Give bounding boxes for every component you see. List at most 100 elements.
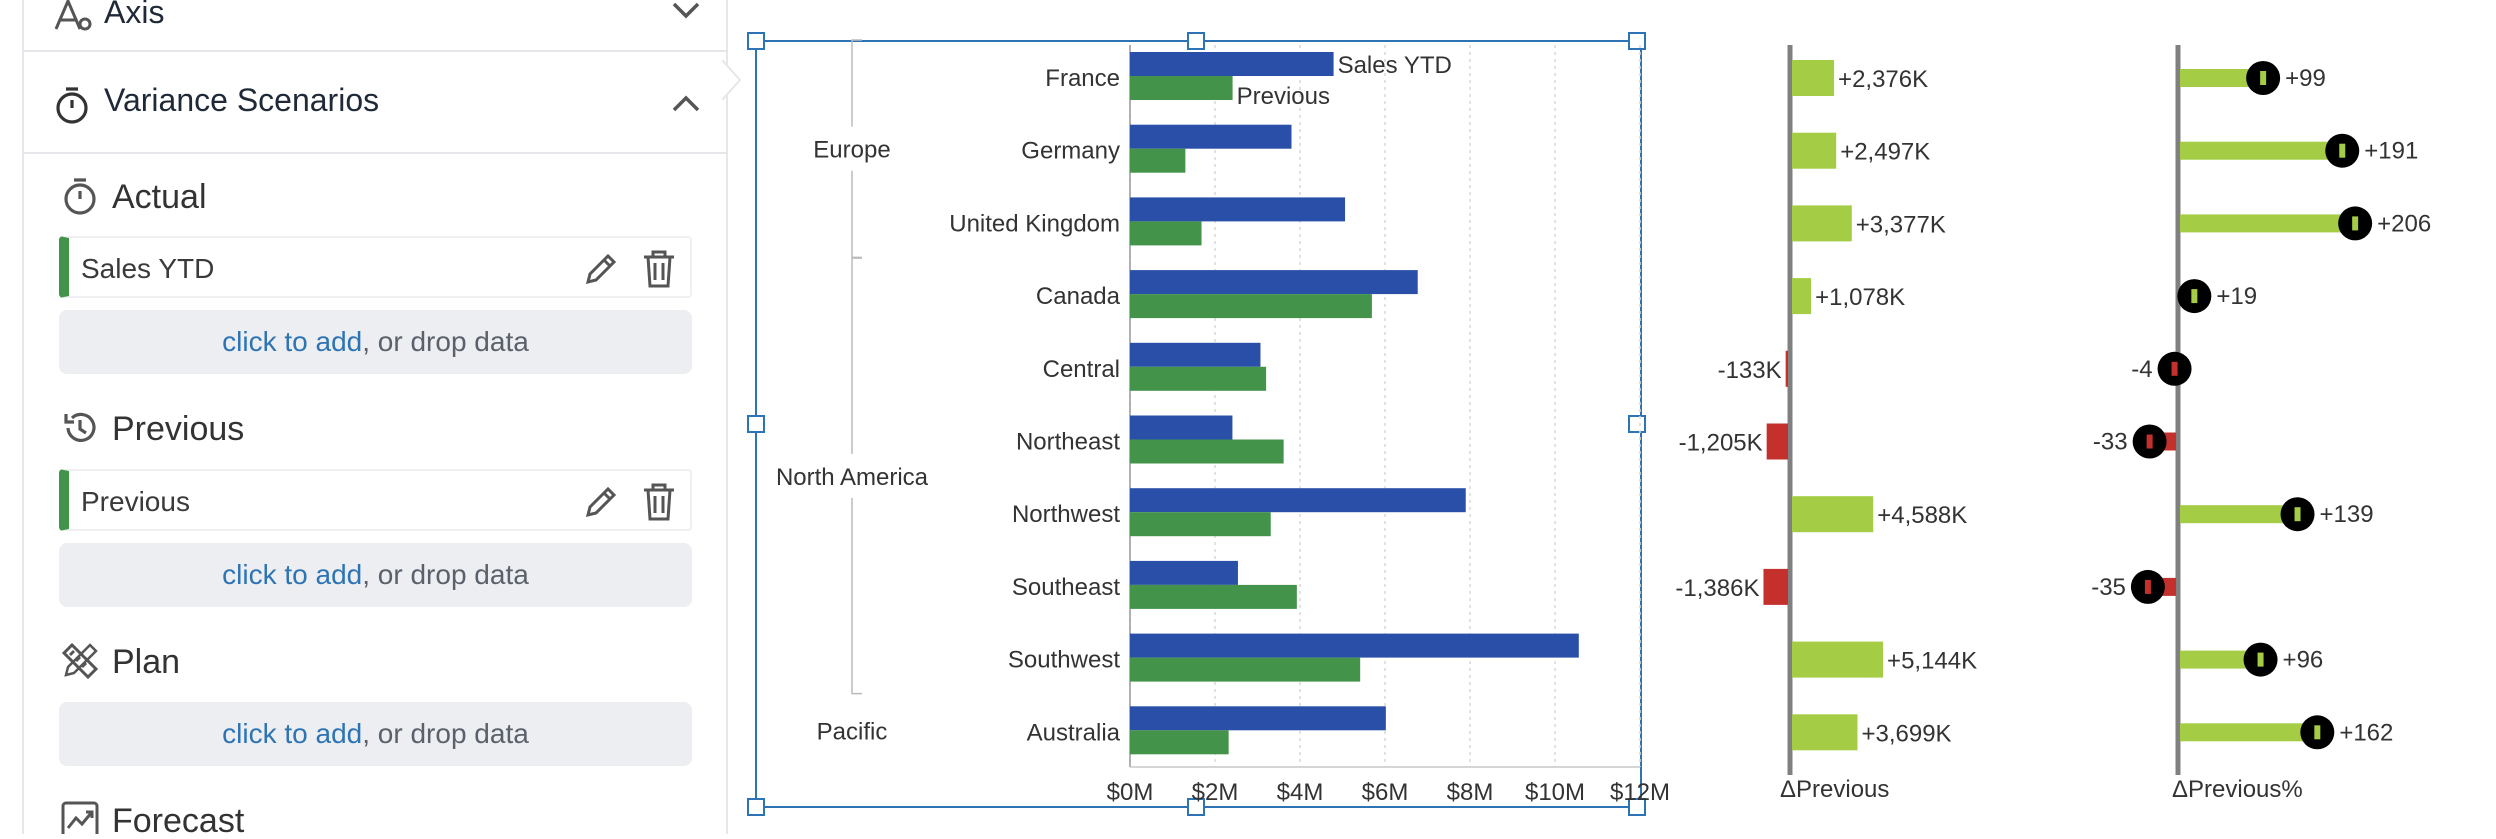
variance-bar (1792, 496, 1874, 533)
series-label-sales-ytd: Sales YTD (1338, 52, 1452, 79)
category-label: Northeast (1016, 429, 1120, 456)
pin-head-mark (2144, 579, 2151, 594)
previous-drop-zone[interactable]: click to add, or drop data (59, 543, 692, 607)
variance-label: +5,144K (1887, 648, 1977, 675)
x-tick-label: $8M (1447, 779, 1494, 806)
variance-label: +2,376K (1838, 66, 1928, 93)
trend-chart-icon (61, 801, 99, 834)
variance-section-title: Variance Scenarios (104, 82, 380, 118)
variance-label: -1,386K (1675, 575, 1759, 602)
category-label: Australia (1027, 719, 1121, 746)
resize-handle[interactable] (747, 415, 765, 433)
variance-section-header[interactable]: Variance Scenarios (24, 52, 726, 154)
plan-drop-zone[interactable]: click to add, or drop data (59, 702, 692, 766)
pin-label: +99 (2285, 65, 2326, 92)
variance-bar (1792, 278, 1812, 315)
x-tick-label: $10M (1525, 779, 1585, 806)
pin-head-mark (2339, 143, 2346, 158)
stopwatch-icon (64, 178, 96, 215)
actual-label: Actual (112, 178, 207, 216)
variance-bar (1792, 60, 1835, 96)
pin-bar (2180, 141, 2345, 160)
actual-field-name: Sales YTD (81, 253, 215, 284)
variance-label: +2,497K (1840, 139, 1930, 166)
pencil-icon[interactable] (582, 250, 620, 288)
axis-section-header[interactable]: Axis (24, 0, 726, 52)
category-label: United Kingdom (949, 210, 1120, 237)
pin-bar (2180, 214, 2358, 233)
variance-label: -133K (1718, 357, 1782, 384)
previous-field-item[interactable]: Previous (59, 469, 692, 531)
category-label: Central (1043, 356, 1120, 383)
category-label: Canada (1036, 283, 1121, 310)
category-label: Southwest (1008, 647, 1120, 674)
click-to-add-link[interactable]: click to add (222, 718, 363, 749)
chevron-down-icon[interactable] (668, 0, 704, 26)
variance-bar (1785, 350, 1788, 387)
pin-head-mark (2257, 652, 2264, 667)
category-label: Germany (1021, 138, 1120, 165)
bar-previous (1130, 221, 1202, 246)
bar-sales-ytd (1130, 488, 1466, 513)
variance-bar (1766, 423, 1788, 460)
chevron-up-icon[interactable] (668, 88, 704, 118)
group-label: Pacific (817, 718, 888, 745)
click-to-add-link[interactable]: click to add (222, 559, 363, 590)
drop-hint: , or drop data (362, 559, 529, 590)
group-label: Europe (813, 137, 890, 164)
variance-bar (1792, 714, 1858, 751)
variance-bar (1792, 205, 1852, 242)
variance-bar (1792, 132, 1837, 169)
resize-handle[interactable] (1187, 798, 1205, 816)
resize-handle[interactable] (1187, 32, 1205, 50)
resize-handle[interactable] (1628, 415, 1646, 433)
bar-sales-ytd (1130, 706, 1386, 731)
pin-bar (2180, 723, 2320, 742)
pencil-icon[interactable] (582, 483, 620, 521)
resize-handle[interactable] (747, 798, 765, 816)
category-label: Northwest (1012, 501, 1120, 528)
pin-head-mark (2146, 434, 2153, 449)
x-tick-label: $0M (1107, 779, 1154, 806)
pin-chart-title: ΔPrevious% (2172, 776, 2303, 803)
actual-drop-zone[interactable]: click to add, or drop data (59, 310, 692, 374)
variance-label: +1,078K (1815, 284, 1905, 311)
pin-label: +96 (2283, 647, 2324, 674)
bar-sales-ytd (1130, 560, 1238, 585)
bar-previous (1130, 366, 1267, 391)
pin-label: +162 (2339, 719, 2393, 746)
resize-handle[interactable] (1628, 798, 1646, 816)
pin-head-mark (2260, 71, 2267, 85)
variance-bar (1763, 568, 1788, 605)
bar-previous (1130, 730, 1229, 755)
bar-previous (1130, 584, 1297, 609)
resize-handle[interactable] (1628, 32, 1646, 50)
trash-icon[interactable] (640, 248, 678, 290)
history-icon (64, 412, 96, 442)
pin-label: -33 (2093, 429, 2128, 456)
bar-previous (1130, 148, 1186, 173)
bar-sales-ytd (1130, 633, 1579, 658)
actual-field-item[interactable]: Sales YTD (59, 236, 692, 298)
ruler-pencil-icon (61, 642, 99, 680)
pin-bar (2180, 650, 2263, 669)
trash-icon[interactable] (640, 481, 678, 523)
click-to-add-link[interactable]: click to add (222, 326, 363, 357)
bar-sales-ytd (1130, 270, 1418, 295)
variance-bar (1792, 641, 1884, 678)
bar-previous (1130, 76, 1233, 100)
variance-label: +3,377K (1856, 211, 1946, 238)
category-label: France (1045, 65, 1120, 92)
category-label: Southeast (1012, 574, 1120, 601)
pin-bar (2180, 505, 2300, 524)
pin-label: +191 (2364, 138, 2418, 165)
resize-handle[interactable] (747, 32, 765, 50)
bar-previous (1130, 657, 1361, 682)
variance-chart-title: ΔPrevious (1780, 776, 1889, 803)
x-tick-label: $2M (1192, 779, 1239, 806)
x-tick-label: $6M (1362, 779, 1409, 806)
axis-section-title: Axis (104, 0, 165, 30)
bar-sales-ytd (1130, 197, 1346, 222)
pin-head-mark (2314, 725, 2321, 740)
pin-label: +139 (2320, 501, 2374, 528)
